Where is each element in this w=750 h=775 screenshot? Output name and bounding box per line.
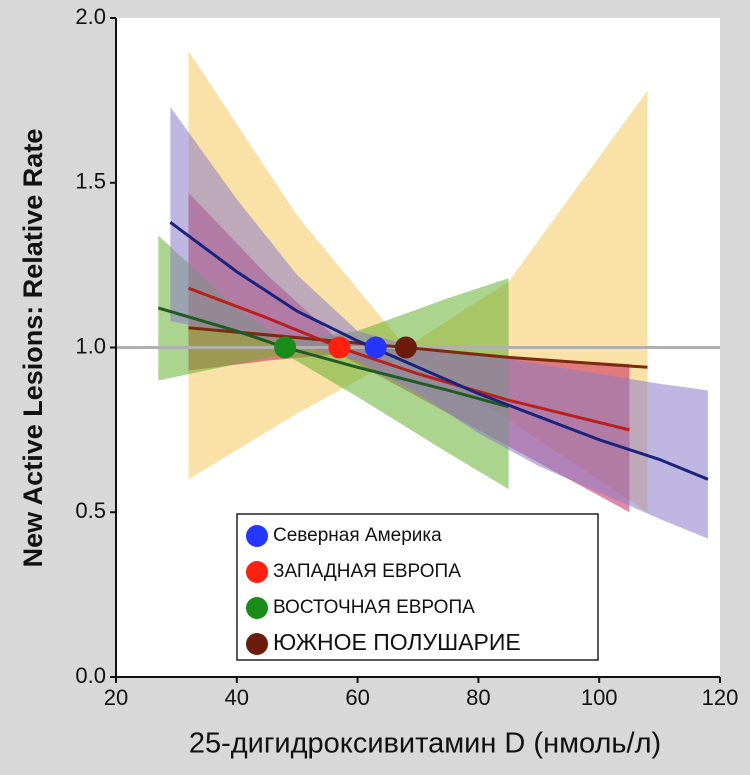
x-tick-label: 120 (702, 685, 739, 710)
legend-label: ЗАПАДНАЯ ЕВРОПА (273, 561, 461, 582)
y-tick-label: 2.0 (75, 4, 106, 29)
series-line (169, 221, 709, 481)
legend-marker (246, 561, 268, 583)
legend-label: ВОСТОЧНАЯ ЕВРОПА (273, 597, 475, 618)
series-point (328, 336, 351, 359)
series-line (187, 286, 630, 432)
series-point (394, 336, 417, 359)
legend-marker (246, 525, 268, 547)
x-tick-label: 40 (225, 685, 249, 710)
series-line (157, 306, 509, 409)
legend-label: Северная Америка (273, 525, 442, 546)
x-tick-label: 60 (345, 685, 369, 710)
series-point (364, 336, 387, 359)
x-tick-label: 100 (581, 685, 618, 710)
y-tick-label: 1.5 (75, 169, 106, 194)
y-tick-label: 1.0 (75, 333, 106, 358)
legend-marker (246, 633, 268, 655)
y-tick-label: 0.5 (75, 498, 106, 523)
confidence-band (158, 235, 509, 490)
series-point (274, 336, 297, 359)
x-axis-label: 25-дигидроксивитамин D (нмоль/л) (189, 728, 661, 760)
legend-marker (246, 597, 268, 619)
y-tick-label: 0.0 (75, 663, 106, 688)
x-tick-label: 80 (466, 685, 490, 710)
legend-box (236, 513, 599, 661)
y-axis-label: New Active Lesions: Relative Rate (18, 129, 48, 568)
legend-label: ЮЖНОЕ ПОЛУШАРИЕ (273, 629, 521, 655)
x-tick-label: 20 (104, 685, 128, 710)
